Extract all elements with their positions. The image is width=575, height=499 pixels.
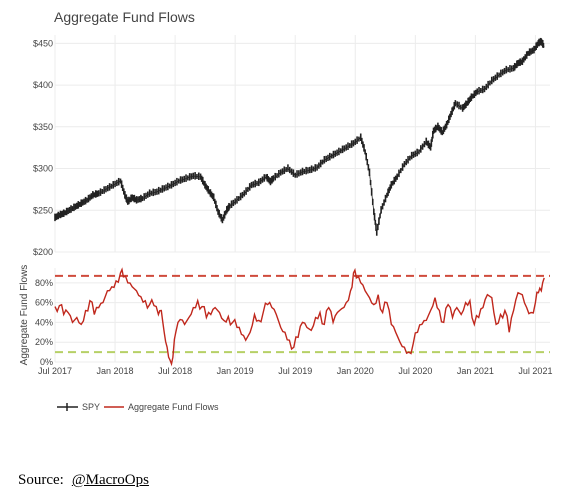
legend-flows-label: Aggregate Fund Flows	[128, 402, 219, 412]
x-tick-label: Jan 2019	[217, 366, 254, 376]
bottom-y-tick-label: 40%	[35, 317, 53, 327]
chart-title: Aggregate Fund Flows	[54, 9, 195, 25]
source-label: Source:	[18, 472, 64, 488]
reference-bands	[55, 274, 550, 354]
top-y-tick-label: $200	[33, 247, 53, 257]
top-y-tick-label: $250	[33, 205, 53, 215]
aggregate-fund-flows-line	[54, 267, 545, 367]
bottom-y-tick-label: 0%	[40, 357, 53, 367]
x-tick-label: Jan 2018	[97, 366, 134, 376]
bottom-y-tick-label: 80%	[35, 278, 53, 288]
spy-series	[54, 37, 545, 236]
top-panel-grid	[54, 35, 550, 253]
source-line: Source: @MacroOps	[18, 472, 149, 489]
x-tick-label: Jul 2019	[278, 366, 312, 376]
x-tick-label: Jan 2020	[337, 366, 374, 376]
legend: SPY Aggregate Fund Flows	[57, 402, 219, 412]
bottom-y-axis-title: Aggregate Fund Flows	[19, 265, 30, 366]
x-tick-label: Jul 2021	[518, 366, 552, 376]
legend-spy-label: SPY	[82, 402, 100, 412]
bottom-y-tick-label: 60%	[35, 298, 53, 308]
source-link[interactable]: @MacroOps	[71, 472, 149, 488]
x-tick-label: Jul 2018	[158, 366, 192, 376]
top-y-tick-label: $450	[33, 38, 53, 48]
bottom-y-tick-label: 20%	[35, 337, 53, 347]
top-y-tick-label: $350	[33, 122, 53, 132]
aggregate-fund-flows-series	[54, 267, 545, 367]
top-y-axis: $450 $400 $350 $300 $250 $200	[33, 38, 53, 257]
x-tick-label: Jul 2017	[38, 366, 72, 376]
bottom-panel-grid	[54, 268, 550, 363]
top-y-tick-label: $300	[33, 164, 53, 174]
x-tick-label: Jan 2021	[457, 366, 494, 376]
bottom-y-axis: 80% 60% 40% 20% 0%	[35, 278, 53, 367]
top-y-tick-label: $400	[33, 80, 53, 90]
spy-line	[54, 41, 545, 233]
x-axis: Jul 2017 Jan 2018 Jul 2018 Jan 2019 Jul 2019…	[38, 366, 552, 376]
x-tick-label: Jul 2020	[398, 366, 432, 376]
